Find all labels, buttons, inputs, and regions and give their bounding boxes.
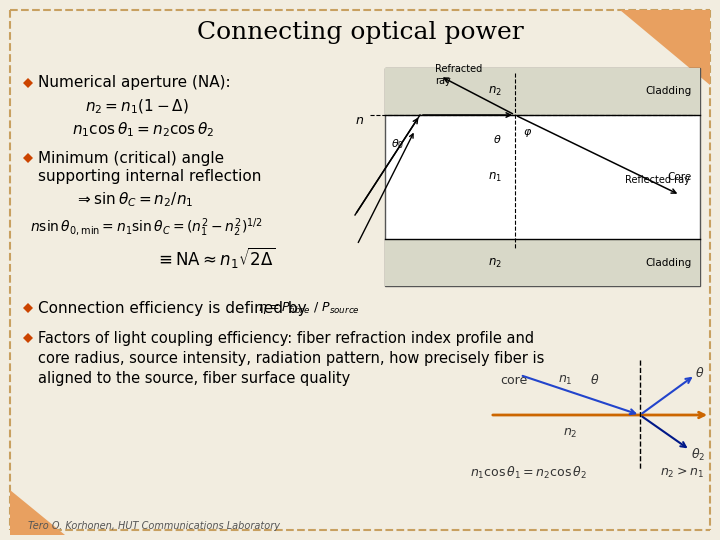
Polygon shape [23, 153, 33, 163]
Text: Reflected ray: Reflected ray [625, 175, 690, 185]
Text: Cladding: Cladding [646, 86, 692, 96]
Text: $\theta_0$: $\theta_0$ [392, 137, 405, 151]
Text: Minimum (critical) angle: Minimum (critical) angle [38, 151, 224, 165]
Text: Numerical aperture (NA):: Numerical aperture (NA): [38, 76, 230, 91]
Text: $n\sin\theta_{0,\mathrm{min}} = n_1\sin\theta_C = (n_1^2-n_2^2)^{1/2}$: $n\sin\theta_{0,\mathrm{min}} = n_1\sin\… [30, 217, 263, 239]
Text: $n_1\cos\theta_1 = n_2\cos\theta_2$: $n_1\cos\theta_1 = n_2\cos\theta_2$ [470, 465, 587, 481]
Text: $n_2 > n_1$: $n_2 > n_1$ [660, 466, 704, 480]
Text: $\Rightarrow \sin\theta_C = n_2 / n_1$: $\Rightarrow \sin\theta_C = n_2 / n_1$ [75, 191, 194, 210]
Text: Tero O. Korhonen, HUT Communications Laboratory: Tero O. Korhonen, HUT Communications Lab… [28, 521, 280, 531]
Text: Core: Core [667, 172, 692, 182]
Text: core: core [500, 374, 527, 387]
Bar [385, 68, 700, 286]
Text: ray: ray [435, 76, 451, 86]
Text: $n_1 \cos\theta_1 = n_2 \cos\theta_2$: $n_1 \cos\theta_1 = n_2 \cos\theta_2$ [72, 120, 215, 139]
Text: $\equiv \mathrm{NA} \approx n_1\sqrt{2\Delta}$: $\equiv \mathrm{NA} \approx n_1\sqrt{2\D… [155, 246, 276, 271]
Bar [385, 239, 700, 286]
Text: Refracted: Refracted [435, 64, 482, 74]
Polygon shape [23, 78, 33, 88]
Text: $\varphi$: $\varphi$ [523, 127, 532, 139]
Text: supporting internal reflection: supporting internal reflection [38, 168, 261, 184]
Text: $n_1$: $n_1$ [558, 374, 572, 387]
Text: $n_2$: $n_2$ [488, 256, 502, 269]
Text: $n_2$: $n_2$ [563, 427, 577, 440]
Text: aligned to the source, fiber surface quality: aligned to the source, fiber surface qua… [38, 370, 350, 386]
Bar [385, 68, 700, 115]
Text: Cladding: Cladding [646, 258, 692, 268]
Text: $\theta_2$: $\theta_2$ [691, 447, 705, 463]
Text: $\theta$: $\theta$ [696, 366, 705, 380]
Text: $n_1$: $n_1$ [488, 171, 502, 184]
Polygon shape [23, 303, 33, 313]
Text: Connection efficiency is defined by: Connection efficiency is defined by [38, 300, 307, 315]
Text: $\eta = P_{fibre}\ /\ P_{source}$: $\eta = P_{fibre}\ /\ P_{source}$ [258, 300, 360, 316]
Text: $\theta$: $\theta$ [590, 373, 600, 387]
Text: core radius, source intensity, radiation pattern, how precisely fiber is: core radius, source intensity, radiation… [38, 350, 544, 366]
Text: $n_2$: $n_2$ [488, 84, 502, 98]
Text: Connecting optical power: Connecting optical power [197, 21, 523, 44]
Polygon shape [10, 490, 65, 535]
Text: Factors of light coupling efficiency: fiber refraction index profile and: Factors of light coupling efficiency: fi… [38, 330, 534, 346]
Text: $n_2 = n_1(1-\Delta)$: $n_2 = n_1(1-\Delta)$ [85, 98, 189, 116]
Polygon shape [23, 333, 33, 343]
Text: $n$: $n$ [356, 113, 364, 126]
Text: $\theta$: $\theta$ [493, 133, 502, 145]
Polygon shape [620, 10, 710, 85]
